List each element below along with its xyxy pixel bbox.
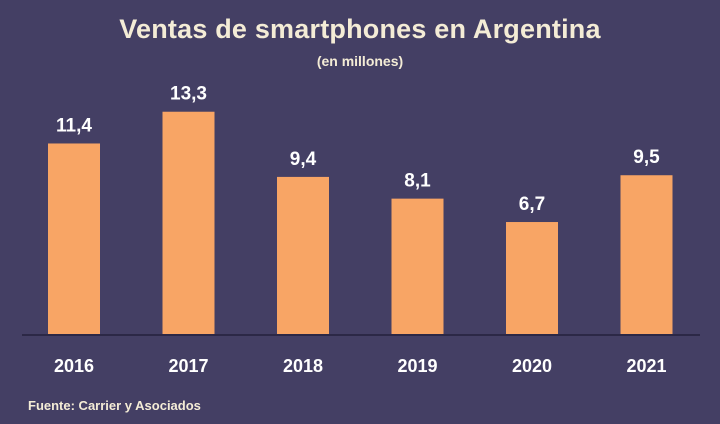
- data-label-2019: 8,1: [404, 171, 431, 192]
- x-tick-label-2020: 2020: [512, 356, 552, 376]
- x-tick-label-2019: 2019: [397, 356, 437, 376]
- x-tick-label-2018: 2018: [283, 356, 323, 376]
- x-tick-label-2017: 2017: [168, 356, 208, 376]
- data-label-2020: 6,7: [519, 194, 545, 215]
- chart-title: Ventas de smartphones en Argentina: [119, 14, 601, 44]
- x-tick-label-2021: 2021: [626, 356, 666, 376]
- bar-2019: [391, 198, 444, 334]
- bar-2017: [162, 111, 215, 334]
- data-label-2017: 13,3: [170, 84, 207, 105]
- bar-2020: [506, 222, 558, 334]
- bar-2021: [620, 175, 673, 334]
- bar-2016: [48, 143, 100, 334]
- x-tick-label-2016: 2016: [54, 356, 94, 376]
- source-note: Fuente: Carrier y Asociados: [28, 398, 201, 413]
- chart-subtitle: (en millones): [316, 53, 404, 69]
- data-label-2016: 11,4: [56, 115, 92, 136]
- data-label-2018: 9,4: [290, 149, 317, 170]
- bar-2018: [277, 176, 329, 334]
- data-label-2021: 9,5: [633, 147, 660, 168]
